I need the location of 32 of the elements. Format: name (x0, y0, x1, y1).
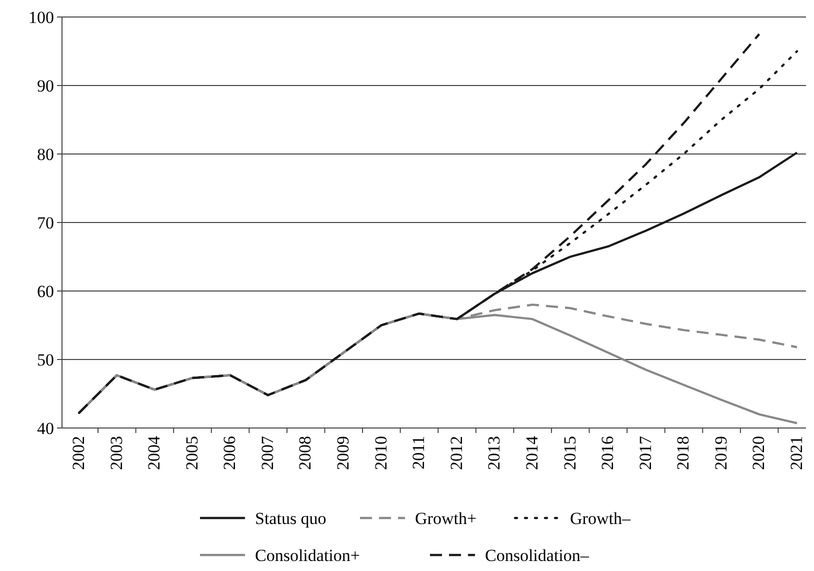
legend-label: Consolidation– (485, 546, 590, 565)
x-tick-label: 2020 (749, 436, 768, 470)
x-tick-label: 2002 (69, 436, 88, 470)
y-tick-label: 40 (37, 418, 54, 438)
y-tick-label: 50 (37, 350, 54, 370)
legend-label: Growth+ (415, 508, 477, 528)
x-tick-label: 2005 (182, 436, 202, 470)
x-tick-label: 2019 (711, 436, 730, 470)
x-tick-label: 2014 (522, 436, 542, 470)
legend-label: Growth– (570, 508, 631, 528)
x-tick-label: 2012 (446, 436, 466, 470)
x-tick-label: 2009 (334, 436, 353, 470)
y-tick-label: 80 (37, 144, 54, 164)
x-tick-label: 2004 (144, 436, 164, 470)
x-tick-label: 2018 (674, 436, 693, 470)
y-tick-label: 90 (37, 76, 54, 96)
x-tick-label: 2008 (296, 436, 315, 470)
x-tick-label: 2021 (787, 436, 806, 470)
y-tick-label: 100 (28, 8, 54, 27)
y-tick-label: 60 (37, 282, 54, 301)
y-tick-label: 70 (37, 213, 54, 232)
x-tick-label: 2013 (484, 436, 504, 470)
x-tick-label: 2010 (371, 436, 390, 470)
x-tick-label: 2015 (560, 436, 580, 470)
x-tick-label: 2003 (106, 436, 126, 470)
legend-label: Status quo (255, 508, 326, 528)
x-tick-label: 2007 (258, 436, 277, 470)
x-tick-label: 2017 (636, 436, 655, 470)
x-tick-label: 2011 (409, 436, 428, 470)
x-tick-label: 2006 (220, 436, 240, 470)
legend-label: Consolidation+ (255, 546, 360, 565)
x-tick-label: 2016 (598, 436, 618, 470)
